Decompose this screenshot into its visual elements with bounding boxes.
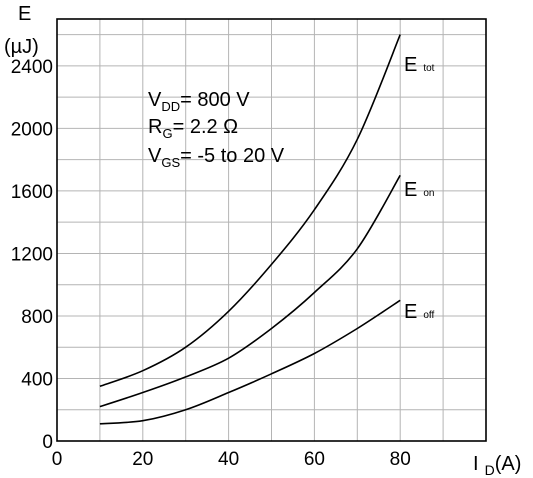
y-tick-label: 400 [21,369,53,390]
curves [99,34,401,425]
x-axis-label-main: I [473,453,479,475]
x-tick-label: 20 [132,449,153,470]
x-tick-labels: 0 20 40 60 80 [52,449,411,470]
y-tick-labels: 0 400 800 1200 1600 2000 2400 [11,57,53,453]
y-axis-label: E [18,3,31,25]
plot-frame [56,18,487,442]
series-line-eoff [99,299,401,425]
condition-rg: RG= 2.2 Ω [148,116,238,141]
x-tick-label: 0 [52,449,63,470]
test-conditions: VDD= 800 V RG= 2.2 Ω VGS= -5 to 20 V [148,89,285,170]
condition-vdd: VDD= 800 V [148,89,250,114]
y-tick-label: 0 [42,432,53,453]
y-tick-label: 800 [21,307,53,328]
series-line-etot [99,34,401,388]
x-axis-label: I D(A) [473,453,521,478]
x-tick-label: 40 [218,449,239,470]
condition-vgs: VGS= -5 to 20 V [148,145,285,170]
y-tick-label: 1600 [11,182,53,203]
y-tick-label: 2000 [11,119,53,140]
series-line-eon [99,174,401,408]
grid [57,19,486,441]
x-tick-label: 60 [304,449,325,470]
y-tick-label: 1200 [11,244,53,265]
x-tick-label: 80 [390,449,411,470]
x-axis-label-sub: D [485,462,495,478]
x-axis-unit: (A) [495,453,522,475]
y-tick-label: 2400 [11,57,53,78]
y-axis-unit: (µJ) [4,36,39,58]
